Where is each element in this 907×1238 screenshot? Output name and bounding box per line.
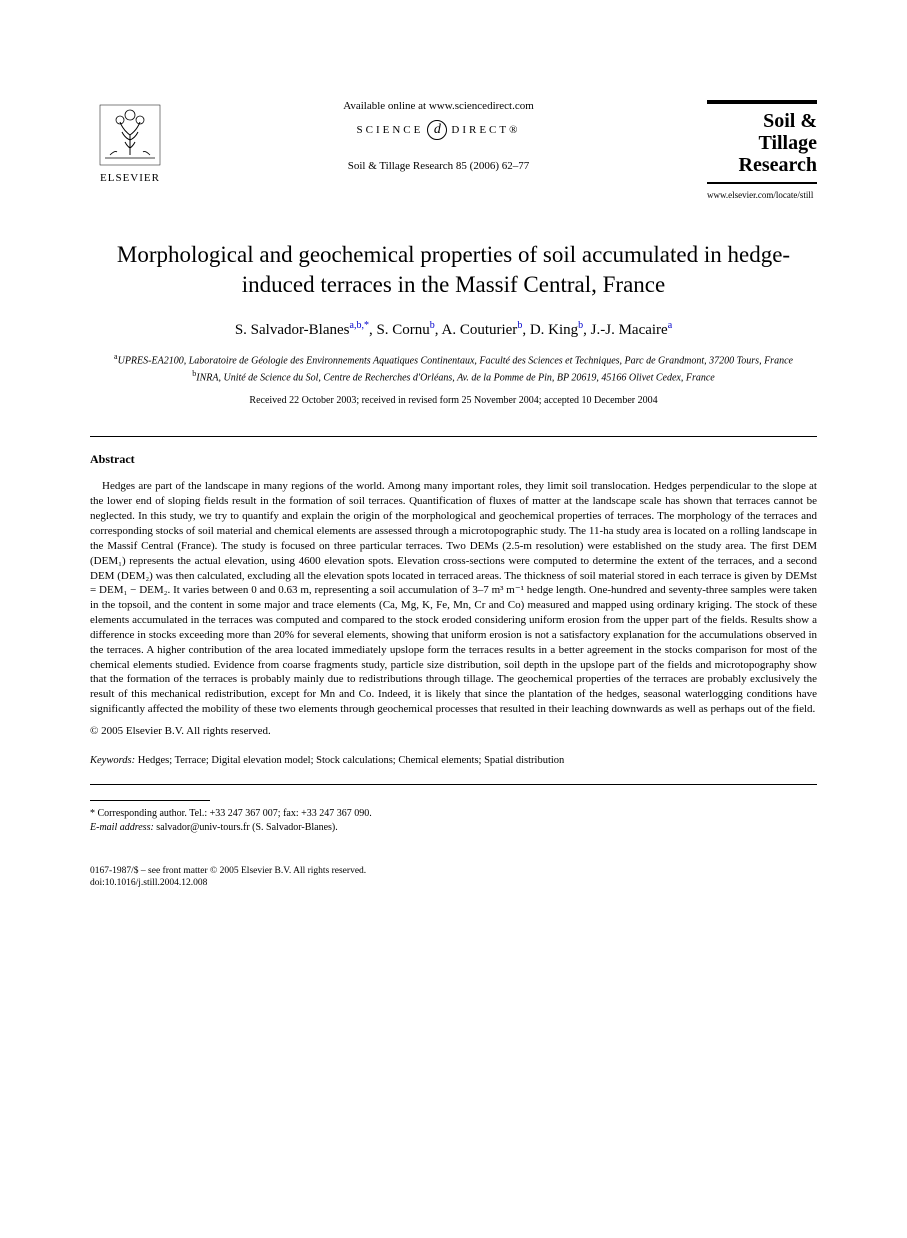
author-aff: b [517,320,522,331]
front-matter-info: 0167-1987/$ – see front matter © 2005 El… [90,865,817,890]
author-2: S. Cornub [376,322,434,338]
author-4: D. Kingb [530,322,583,338]
email-line: E-mail address: salvador@univ-tours.fr (… [90,821,817,835]
journal-title-line2: Tillage [707,132,817,154]
doi: doi:10.1016/j.still.2004.12.008 [90,877,817,889]
footnotes: * Corresponding author. Tel.: +33 247 36… [90,807,817,835]
affiliations: aUPRES-EA2100, Laboratoire de Géologie d… [90,351,817,386]
email-address: salvador@univ-tours.fr (S. Salvador-Blan… [154,822,338,833]
author-aff: b [430,320,435,331]
center-header: Available online at www.sciencedirect.co… [170,100,707,172]
sciencedirect-d-icon: d [427,120,447,140]
authors-line: S. Salvador-Blanesa,b,*, S. Cornub, A. C… [90,320,817,339]
science-label-right: DIRECT® [451,124,520,136]
abstract-body: Hedges are part of the landscape in many… [90,479,817,717]
journal-url: www.elsevier.com/locate/still [707,190,817,200]
author-aff: a [668,320,672,331]
journal-title-line3: Research [707,154,817,176]
author-name: D. King [530,322,578,338]
publisher-name: ELSEVIER [100,172,160,184]
keywords-line: Keywords: Hedges; Terrace; Digital eleva… [90,755,817,766]
journal-title-line1: Soil & [707,110,817,132]
journal-logo-block: Soil & Tillage Research www.elsevier.com… [707,100,817,200]
page-header: ELSEVIER Available online at www.science… [90,100,817,200]
divider [90,436,817,437]
affiliation-text: UPRES-EA2100, Laboratoire de Géologie de… [118,355,793,366]
author-1: S. Salvador-Blanesa,b,* [235,322,369,338]
affiliation-a: aUPRES-EA2100, Laboratoire de Géologie d… [90,351,817,368]
issn-copyright: 0167-1987/$ – see front matter © 2005 El… [90,865,817,877]
affiliation-text: INRA, Unité de Science du Sol, Centre de… [196,372,714,383]
author-name: J.-J. Macaire [591,322,668,338]
corresponding-star-icon: * [364,320,369,331]
email-label: E-mail address: [90,822,154,833]
divider [90,784,817,785]
affiliation-b: bINRA, Unité de Science du Sol, Centre d… [90,368,817,385]
article-dates: Received 22 October 2003; received in re… [90,395,817,406]
author-5: J.-J. Macairea [591,322,673,338]
keywords-text: Hedges; Terrace; Digital elevation model… [135,755,564,766]
author-name: A. Couturier [441,322,517,338]
author-aff: b [578,320,583,331]
science-label-left: SCIENCE [357,124,424,136]
author-aff: a,b, [350,320,364,331]
journal-reference: Soil & Tillage Research 85 (2006) 62–77 [190,160,687,172]
publisher-logo: ELSEVIER [90,100,170,190]
corresponding-author-note: * Corresponding author. Tel.: +33 247 36… [90,807,817,821]
copyright-line: © 2005 Elsevier B.V. All rights reserved… [90,725,817,737]
keywords-label: Keywords: [90,755,135,766]
author-3: A. Couturierb [441,322,522,338]
elsevier-tree-icon [95,100,165,170]
article-title: Morphological and geochemical properties… [90,240,817,300]
author-name: S. Salvador-Blanes [235,322,350,338]
footnote-separator [90,800,210,801]
sciencedirect-logo: SCIENCE d DIRECT® [190,120,687,140]
available-online-text: Available online at www.sciencedirect.co… [190,100,687,112]
journal-logo: Soil & Tillage Research [707,100,817,184]
author-name: S. Cornu [376,322,429,338]
abstract-heading: Abstract [90,452,817,467]
